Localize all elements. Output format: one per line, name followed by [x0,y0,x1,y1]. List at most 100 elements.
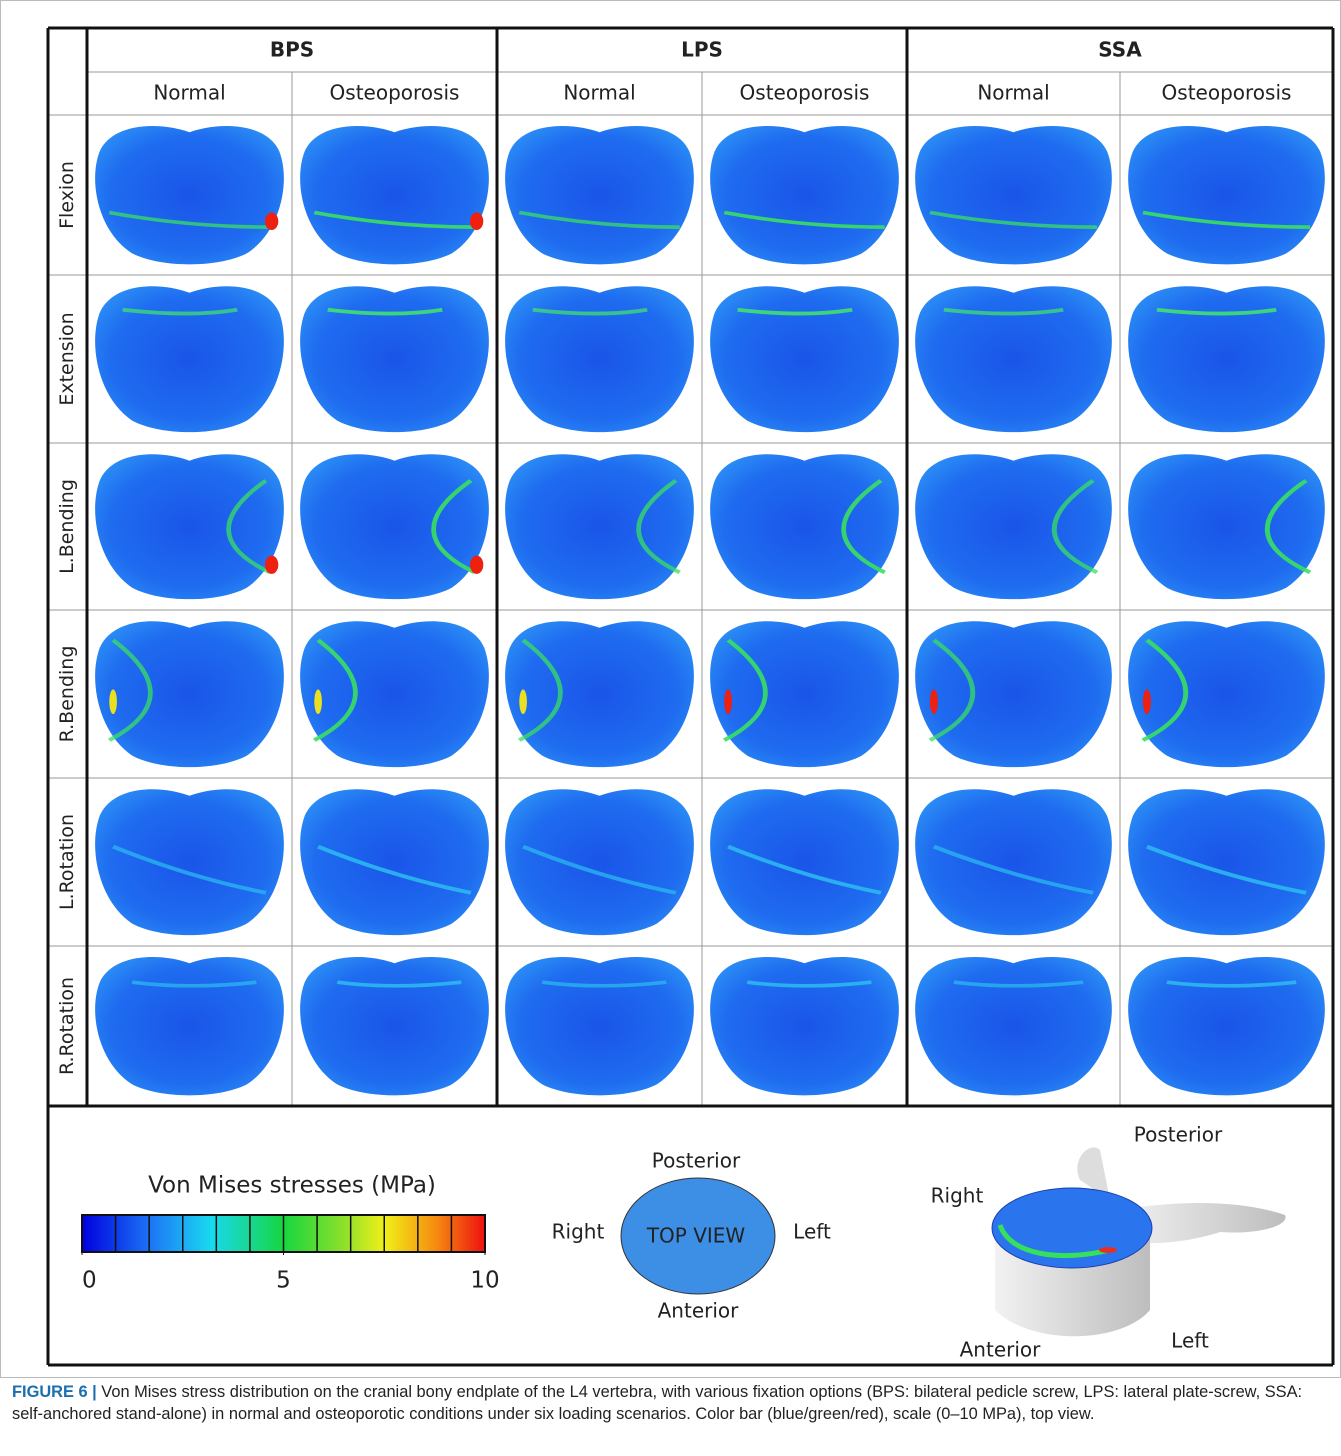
stress-map [1128,286,1325,432]
model-left: Left [1171,1329,1209,1353]
stress-peak [724,689,732,714]
endplate [710,957,899,1095]
stress-peak [109,689,117,714]
colorbar-tick-label: 5 [276,1268,291,1294]
stress-map [915,454,1112,599]
colorbar-tick-label: 0 [82,1268,97,1294]
row-label: R.Rotation [56,977,78,1075]
stress-map [95,286,284,432]
colorbar-tick-label: 10 [470,1268,499,1294]
endplate [300,957,489,1095]
endplate [1128,621,1325,767]
stress-map [300,957,489,1095]
stress-map [300,454,489,599]
endplate [915,454,1112,599]
endplate [710,454,899,599]
model-anterior: Anterior [960,1338,1042,1362]
stress-map [300,789,489,935]
group-title: BPS [270,38,314,62]
model-right: Right [931,1184,984,1208]
stress-peak [519,689,527,714]
caption-label: FIGURE 6 | [12,1383,97,1401]
stress-map [1128,789,1325,935]
column-label: Normal [563,81,635,105]
colorbar-title: Von Mises stresses (MPa) [148,1173,436,1199]
stress-map [95,621,284,767]
stress-map [1128,621,1325,767]
stress-map [95,454,284,599]
column-label: Osteoporosis [740,81,870,105]
stress-peak [265,556,278,574]
stress-map [1128,957,1325,1095]
stress-map [710,126,899,264]
stress-map [505,286,694,432]
caption-text: Von Mises stress distribution on the cra… [12,1383,1302,1423]
endplate [710,126,899,264]
stress-peak [930,689,938,714]
endplate [915,621,1112,767]
top-view-top: Posterior [652,1149,741,1173]
stress-map [710,454,899,599]
stress-map [915,621,1112,767]
row-label: L.Bending [56,479,78,574]
model-posterior: Posterior [1134,1123,1223,1147]
stress-map [915,957,1112,1095]
caption: FIGURE 6 | Von Mises stress distribution… [12,1381,1330,1425]
vertebra-model [992,1147,1286,1336]
stress-map [300,286,489,432]
top-view-label: TOP VIEW [646,1224,746,1248]
endplate [915,789,1112,935]
endplate [95,957,284,1095]
endplate [505,454,694,599]
column-label: Osteoporosis [330,81,460,105]
stress-map [710,621,899,767]
stress-map [300,126,489,264]
stress-map [915,126,1112,264]
stress-map [915,789,1112,935]
top-view-left: Right [552,1220,605,1244]
stress-map [1128,454,1325,599]
endplate [710,621,899,767]
figure: BPS Normal Osteoporosis LPS Normal Osteoporos… [0,0,1341,1378]
endplate [915,957,1112,1095]
endplate [505,126,694,264]
endplate [300,621,489,767]
endplate [505,621,694,767]
endplate [95,789,284,935]
stress-map [710,789,899,935]
stress-map [505,454,694,599]
endplate [1128,454,1325,599]
endplate [95,454,284,599]
endplate [1128,957,1325,1095]
stress-map [710,286,899,432]
endplate [300,454,489,599]
endplate [95,126,284,264]
endplate [1128,126,1325,264]
endplate [300,789,489,935]
group-title: LPS [681,38,723,62]
endplate [300,126,489,264]
endplate [505,789,694,935]
stress-map [95,126,284,264]
stress-map [1128,126,1325,264]
endplate [1128,789,1325,935]
stress-peak [265,213,278,231]
stress-map [915,286,1112,432]
stress-map [505,789,694,935]
column-label: Normal [977,81,1049,105]
stress-map [95,789,284,935]
stress-map [505,957,694,1095]
endplate [710,789,899,935]
row-label: Flexion [56,161,78,229]
stress-map [710,957,899,1095]
stress-map [300,621,489,767]
group-title: SSA [1098,38,1142,62]
stress-peak [1143,689,1151,714]
row-label: R.Bending [56,646,78,743]
stress-map [505,126,694,264]
row-label: L.Rotation [56,814,78,910]
stress-peak [314,689,322,714]
stress-peak [470,213,483,231]
column-label: Normal [153,81,225,105]
stress-map [505,621,694,767]
